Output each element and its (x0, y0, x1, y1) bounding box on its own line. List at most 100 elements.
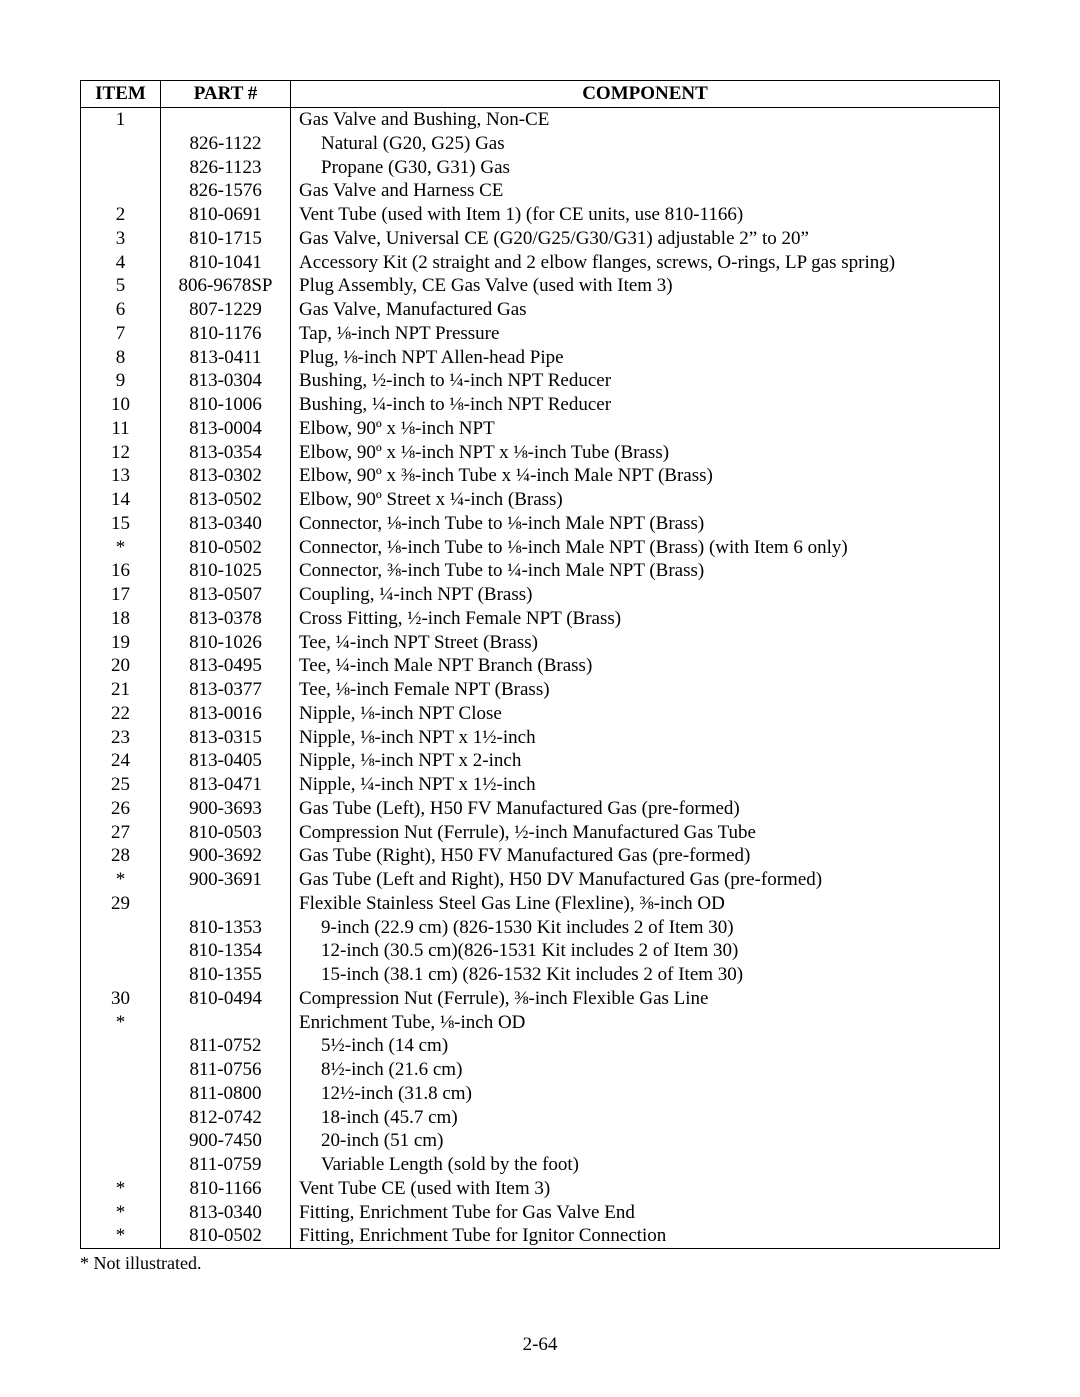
part-cell: 807-1229 (161, 298, 291, 322)
part-cell: 813-0502 (161, 488, 291, 512)
table-row: *813-0340Fitting, Enrichment Tube for Ga… (81, 1201, 1000, 1225)
part-cell: 813-0507 (161, 583, 291, 607)
header-component: COMPONENT (291, 81, 1000, 108)
item-cell: 4 (81, 251, 161, 275)
table-row: 15813-0340Connector, ⅛-inch Tube to ⅛-in… (81, 512, 1000, 536)
table-row: 810-13539-inch (22.9 cm) (826-1530 Kit i… (81, 916, 1000, 940)
table-row: 3810-1715Gas Valve, Universal CE (G20/G2… (81, 227, 1000, 251)
item-cell: 17 (81, 583, 161, 607)
part-cell (161, 108, 291, 132)
item-cell (81, 1034, 161, 1058)
table-row: 29Flexible Stainless Steel Gas Line (Fle… (81, 892, 1000, 916)
table-row: *810-1166Vent Tube CE (used with Item 3) (81, 1177, 1000, 1201)
item-cell (81, 1058, 161, 1082)
part-cell: 813-0405 (161, 749, 291, 773)
component-cell: Nipple, ⅛-inch NPT x 2-inch (291, 749, 1000, 773)
component-cell: Gas Valve and Harness CE (291, 179, 1000, 203)
item-cell: 3 (81, 227, 161, 251)
item-cell: 8 (81, 346, 161, 370)
component-cell: Elbow, 90º Street x ¼-inch (Brass) (291, 488, 1000, 512)
table-row: 10810-1006Bushing, ¼-inch to ⅛-inch NPT … (81, 393, 1000, 417)
part-cell: 810-1355 (161, 963, 291, 987)
component-cell: 9-inch (22.9 cm) (826-1530 Kit includes … (291, 916, 1000, 940)
component-cell: 12-inch (30.5 cm)(826-1531 Kit includes … (291, 939, 1000, 963)
item-cell: 21 (81, 678, 161, 702)
item-cell: 26 (81, 797, 161, 821)
table-row: 28900-3692Gas Tube (Right), H50 FV Manuf… (81, 844, 1000, 868)
component-cell: Compression Nut (Ferrule), ⅜-inch Flexib… (291, 987, 1000, 1011)
page-number: 2-64 (80, 1334, 1000, 1356)
part-cell: 900-3693 (161, 797, 291, 821)
component-cell: Vent Tube (used with Item 1) (for CE uni… (291, 203, 1000, 227)
item-cell: 27 (81, 821, 161, 845)
item-cell: 23 (81, 726, 161, 750)
part-cell: 812-0742 (161, 1106, 291, 1130)
part-cell: 810-1176 (161, 322, 291, 346)
item-cell: 6 (81, 298, 161, 322)
table-row: 811-080012½-inch (31.8 cm) (81, 1082, 1000, 1106)
table-row: 20813-0495Tee, ¼-inch Male NPT Branch (B… (81, 654, 1000, 678)
component-cell: Elbow, 90º x ⅜-inch Tube x ¼-inch Male N… (291, 464, 1000, 488)
component-cell: Gas Valve and Bushing, Non-CE (291, 108, 1000, 132)
component-cell: Tee, ¼-inch Male NPT Branch (Brass) (291, 654, 1000, 678)
part-cell: 810-0494 (161, 987, 291, 1011)
component-cell: Connector, ⅛-inch Tube to ⅛-inch Male NP… (291, 536, 1000, 560)
part-cell: 813-0378 (161, 607, 291, 631)
part-cell: 810-0691 (161, 203, 291, 227)
component-cell: Coupling, ¼-inch NPT (Brass) (291, 583, 1000, 607)
table-row: 24813-0405Nipple, ⅛-inch NPT x 2-inch (81, 749, 1000, 773)
part-cell: 806-9678SP (161, 274, 291, 298)
part-cell: 813-0471 (161, 773, 291, 797)
table-row: 7810-1176Tap, ⅛-inch NPT Pressure (81, 322, 1000, 346)
item-cell: * (81, 868, 161, 892)
item-cell: * (81, 1201, 161, 1225)
item-cell (81, 963, 161, 987)
component-cell: Vent Tube CE (used with Item 3) (291, 1177, 1000, 1201)
part-cell: 813-0315 (161, 726, 291, 750)
part-cell: 900-7450 (161, 1129, 291, 1153)
table-row: 16810-1025Connector, ⅜-inch Tube to ¼-in… (81, 559, 1000, 583)
part-cell: 810-1006 (161, 393, 291, 417)
part-cell: 810-1353 (161, 916, 291, 940)
footnote: * Not illustrated. (80, 1253, 1000, 1274)
item-cell (81, 132, 161, 156)
part-cell: 810-1354 (161, 939, 291, 963)
table-row: 812-074218-inch (45.7 cm) (81, 1106, 1000, 1130)
table-row: 826-1123Propane (G30, G31) Gas (81, 156, 1000, 180)
item-cell: * (81, 1224, 161, 1248)
table-row: 826-1576Gas Valve and Harness CE (81, 179, 1000, 203)
item-cell (81, 939, 161, 963)
table-row: 25813-0471Nipple, ¼-inch NPT x 1½-inch (81, 773, 1000, 797)
item-cell: 24 (81, 749, 161, 773)
header-item: ITEM (81, 81, 161, 108)
table-row: 4810-1041Accessory Kit (2 straight and 2… (81, 251, 1000, 275)
item-cell: 20 (81, 654, 161, 678)
component-cell: Variable Length (sold by the foot) (291, 1153, 1000, 1177)
component-cell: Connector, ⅜-inch Tube to ¼-inch Male NP… (291, 559, 1000, 583)
part-cell: 811-0800 (161, 1082, 291, 1106)
item-cell: 28 (81, 844, 161, 868)
item-cell (81, 156, 161, 180)
item-cell: 10 (81, 393, 161, 417)
table-row: 810-135412-inch (30.5 cm)(826-1531 Kit i… (81, 939, 1000, 963)
table-row: 22813-0016Nipple, ⅛-inch NPT Close (81, 702, 1000, 726)
item-cell: 15 (81, 512, 161, 536)
component-cell: Gas Valve, Universal CE (G20/G25/G30/G31… (291, 227, 1000, 251)
table-row: 900-745020-inch (51 cm) (81, 1129, 1000, 1153)
table-row: *810-0502Connector, ⅛-inch Tube to ⅛-inc… (81, 536, 1000, 560)
table-row: 21813-0377Tee, ⅛-inch Female NPT (Brass) (81, 678, 1000, 702)
component-cell: 12½-inch (31.8 cm) (291, 1082, 1000, 1106)
component-cell: Tee, ¼-inch NPT Street (Brass) (291, 631, 1000, 655)
table-row: 811-0759Variable Length (sold by the foo… (81, 1153, 1000, 1177)
part-cell: 900-3692 (161, 844, 291, 868)
component-cell: Plug Assembly, CE Gas Valve (used with I… (291, 274, 1000, 298)
component-cell: Cross Fitting, ½-inch Female NPT (Brass) (291, 607, 1000, 631)
table-row: 5806-9678SPPlug Assembly, CE Gas Valve (… (81, 274, 1000, 298)
item-cell: 19 (81, 631, 161, 655)
item-cell (81, 1129, 161, 1153)
component-cell: Elbow, 90º x ⅛-inch NPT (291, 417, 1000, 441)
part-cell (161, 1011, 291, 1035)
component-cell: Tee, ⅛-inch Female NPT (Brass) (291, 678, 1000, 702)
item-cell: 25 (81, 773, 161, 797)
table-row: 26900-3693Gas Tube (Left), H50 FV Manufa… (81, 797, 1000, 821)
